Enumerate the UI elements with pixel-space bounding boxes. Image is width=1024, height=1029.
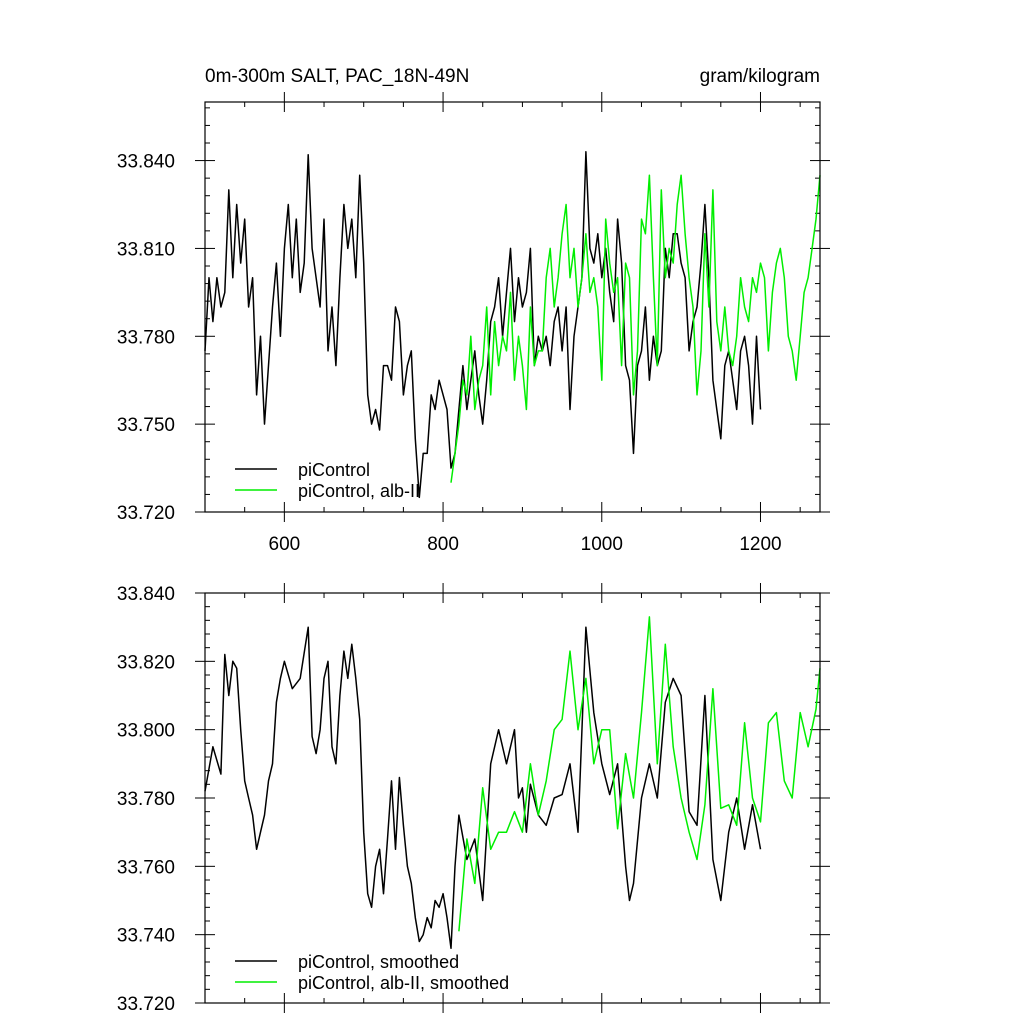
x-tick-label-600: 600 <box>269 534 301 555</box>
series-line-1 <box>458 616 821 932</box>
x-tick-label-800: 800 <box>427 534 459 555</box>
bottom-series-group <box>204 616 821 950</box>
bottom-ticks <box>195 583 830 1013</box>
y-tick-label-0: 33.720 <box>117 503 175 524</box>
top-ticks <box>195 92 830 522</box>
y-tick-label-4: 33.800 <box>117 721 175 742</box>
y-tick-label-6: 33.840 <box>117 584 175 605</box>
bottom-legend-label-0: piControl, smoothed <box>298 952 459 972</box>
top-plot-frame <box>204 101 821 513</box>
top-title: 0m-300m SALT, PAC_18N-49N <box>205 66 469 87</box>
x-tick-label-1000: 1000 <box>581 534 623 555</box>
top-tick-labels: 600 800 1000 1200 33.720 33.750 33.780 33.810 33… <box>117 152 782 555</box>
y-tick-label-4: 33.840 <box>117 152 175 173</box>
bottom-legend: piControl, smoothed piControl, alb-II, s… <box>235 952 509 993</box>
series-line-1 <box>450 174 821 483</box>
bottom-legend-label-1: piControl, alb-II, smoothed <box>298 973 509 993</box>
y-tick-label-3: 33.780 <box>117 789 175 810</box>
top-panel: 0m-300m SALT, PAC_18N-49N gram/kilogram … <box>117 66 830 555</box>
bottom-panel: 33.720 33.740 33.760 33.780 33.800 33.820 33.8… <box>117 583 830 1015</box>
top-series-group <box>204 151 821 499</box>
y-tick-label-0: 33.720 <box>117 994 175 1015</box>
top-legend-label-0: piControl <box>298 460 370 480</box>
top-legend-label-1: piControl, alb-II <box>298 481 420 501</box>
y-tick-label-3: 33.810 <box>117 239 175 260</box>
bottom-tick-labels: 33.720 33.740 33.760 33.780 33.800 33.820 33.8… <box>117 584 175 1015</box>
y-tick-label-2: 33.760 <box>117 857 175 878</box>
top-legend: piControl piControl, alb-II <box>235 460 420 501</box>
series-line-0 <box>204 626 762 950</box>
y-tick-label-5: 33.820 <box>117 652 175 673</box>
bottom-plot-frame <box>204 592 821 1004</box>
series-line-0 <box>204 151 762 499</box>
top-units: gram/kilogram <box>700 66 820 87</box>
y-tick-label-2: 33.780 <box>117 327 175 348</box>
y-tick-label-1: 33.740 <box>117 926 175 947</box>
y-tick-label-1: 33.750 <box>117 415 175 436</box>
x-tick-label-1200: 1200 <box>739 534 781 555</box>
